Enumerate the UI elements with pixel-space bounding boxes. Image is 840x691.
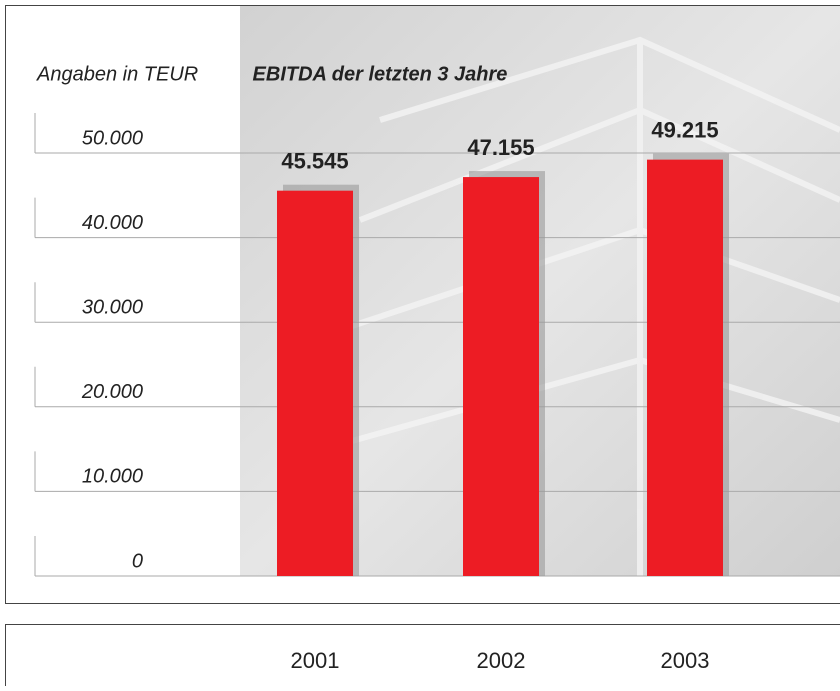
bar xyxy=(463,177,539,576)
y-tick-label: 30.000 xyxy=(82,296,143,318)
y-tick-label: 0 xyxy=(132,550,143,572)
y-tick-label: 20.000 xyxy=(81,381,143,403)
unit-label: Angaben in TEUR xyxy=(36,63,198,85)
bar xyxy=(647,160,723,576)
chart: Angaben in TEUR EBITDA der letzten 3 Jah… xyxy=(0,0,840,686)
value-label: 49.215 xyxy=(651,117,718,142)
y-tick-label: 50.000 xyxy=(82,127,143,149)
y-tick-label: 40.000 xyxy=(82,212,143,234)
value-label: 47.155 xyxy=(467,135,534,160)
category-frame xyxy=(6,625,840,687)
page: {"chart_data": {"type": "bar", "title": … xyxy=(0,0,840,686)
x-tick-label: 2001 xyxy=(291,648,340,673)
y-tick-label: 10.000 xyxy=(82,466,143,488)
bar xyxy=(277,191,353,576)
x-tick-label: 2002 xyxy=(477,648,526,673)
value-label: 45.545 xyxy=(281,149,348,174)
chart-title: EBITDA der letzten 3 Jahre xyxy=(253,63,508,85)
x-tick-label: 2003 xyxy=(661,648,710,673)
